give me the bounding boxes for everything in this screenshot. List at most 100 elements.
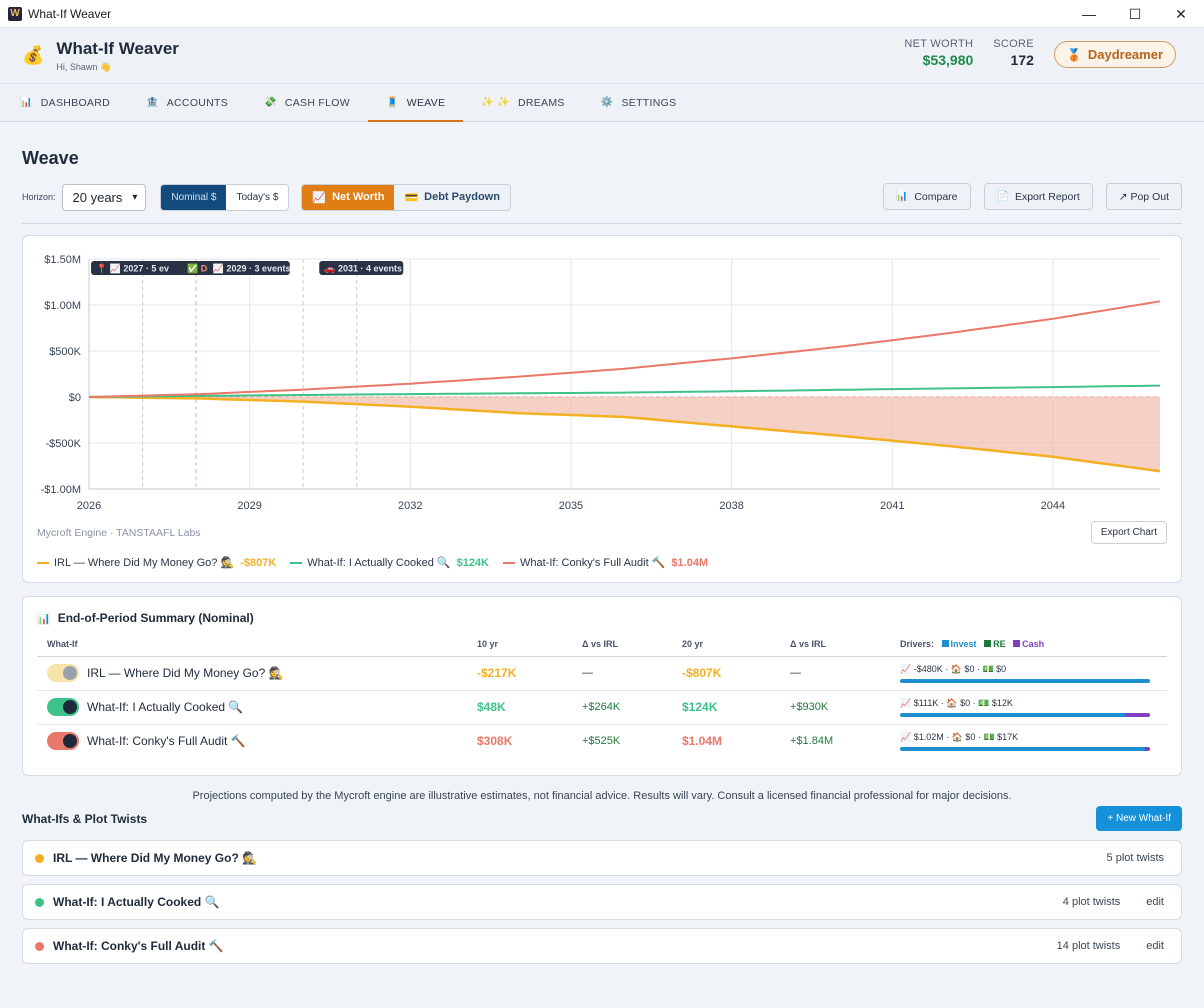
tab-dashboard[interactable]: 📊 DASHBOARD	[2, 84, 128, 121]
event-tag	[319, 261, 404, 275]
drivers-bar	[900, 678, 1150, 683]
maximize-button[interactable]: ☐	[1128, 5, 1142, 22]
app-logo-icon: W	[8, 6, 22, 21]
toggle-knob	[63, 700, 77, 714]
value-10yr: $48K	[467, 690, 572, 725]
chart-up-icon: 📈	[312, 191, 327, 204]
plot-name: IRL — Where Did My Money Go? 🕵️	[53, 851, 258, 865]
whatif-cell: What-If: I Actually Cooked 🔍	[37, 690, 467, 725]
plot-twist-row[interactable]: What-If: I Actually Cooked 🔍 4 plot twist…	[22, 884, 1182, 920]
legend-value: $124K	[456, 556, 489, 569]
y-tick-label: $500K	[49, 346, 81, 358]
plots-header: What-Ifs & Plot Twists + New What-If	[22, 806, 1182, 831]
debt-paydown-button[interactable]: 💳 Debt Paydown	[394, 184, 510, 210]
tab-label: CASH FLOW	[284, 96, 350, 109]
x-tick-label: 2026	[77, 500, 101, 512]
window-controls: — ☐ ✕	[1066, 0, 1204, 28]
debt-button-label: Debt Paydown	[424, 191, 500, 203]
compare-button[interactable]: 📊 Compare	[882, 183, 971, 210]
card-icon: 💳	[404, 191, 419, 204]
bar-chart-icon: 📊	[895, 191, 909, 202]
legend-item[interactable]: What-If: Conky's Full Audit 🔨 $1.04M	[503, 556, 708, 569]
view-toggle: 📈 Net Worth 💳 Debt Paydown	[301, 183, 511, 211]
invest-swatch	[941, 639, 949, 647]
delta-10yr: —	[572, 656, 672, 691]
visibility-toggle[interactable]	[47, 732, 79, 751]
engine-note: Mycroft Engine · TANSTAAFL Labs	[37, 527, 201, 539]
export-report-button[interactable]: 📄 Export Report	[983, 183, 1093, 210]
event-tag-label: 📍 📈 2027 · 5 ev	[96, 263, 169, 274]
event-tag-label: 🚗 2031 · 4 events	[324, 264, 402, 274]
pop-out-button[interactable]: ↗ Pop Out	[1105, 183, 1182, 210]
tab-dreams[interactable]: ✨ ✨ DREAMS	[463, 84, 582, 121]
plots-title: What-Ifs & Plot Twists	[22, 811, 148, 826]
main-content: Weave Horizon: 20 years ▾ Nominal $ Toda…	[0, 148, 1204, 964]
invest-segment	[900, 746, 1145, 751]
money-bag-icon: 💰	[22, 45, 45, 65]
cash-segment	[1125, 712, 1150, 717]
series-dot	[35, 853, 44, 863]
tab-weave[interactable]: 🧵 WEAVE	[367, 84, 464, 122]
greeting: Hi, Shawn 👋	[56, 61, 112, 72]
export-chart-button[interactable]: Export Chart	[1090, 521, 1167, 544]
close-button[interactable]: ✕	[1175, 5, 1187, 22]
score-label: SCORE	[993, 38, 1034, 50]
app-header: 💰 What-If Weaver Hi, Shawn 👋 NET WORTH $…	[0, 28, 1204, 84]
money-icon: 💸	[264, 97, 277, 108]
y-tick-label: $1.50M	[44, 254, 81, 266]
drivers-text: 📈 -$480K · 🏠 $0 · 💵 $0	[900, 663, 1007, 674]
chevron-down-icon: ▾	[132, 191, 138, 203]
tab-settings[interactable]: ⚙️ SETTINGS	[583, 84, 695, 121]
y-tick-label: $1.00M	[44, 300, 81, 312]
edit-link[interactable]: edit	[1146, 940, 1164, 952]
net-worth-value: $53,980	[922, 52, 974, 68]
minimize-button[interactable]: —	[1082, 6, 1096, 22]
visibility-toggle[interactable]	[47, 698, 79, 716]
nominal-button[interactable]: Nominal $	[161, 184, 227, 210]
net-worth-button[interactable]: 📈 Net Worth	[302, 184, 395, 210]
drivers-bar	[900, 746, 1150, 751]
chart-legend: IRL — Where Did My Money Go? 🕵️ -$807K Wh…	[37, 556, 722, 569]
col-10yr: 10 yr	[467, 637, 572, 657]
edit-link[interactable]: edit	[1146, 896, 1164, 908]
series-dot	[35, 897, 44, 907]
plot-name: What-If: Conky's Full Audit 🔨	[53, 939, 224, 953]
brand: What-If Weaver Hi, Shawn 👋	[56, 39, 179, 73]
rank-badge[interactable]: 🥉 Daydreamer	[1053, 41, 1176, 68]
plot-twist-row[interactable]: IRL — Where Did My Money Go? 🕵️ 5 plot tw…	[22, 840, 1182, 876]
sparkles-icon: ✨ ✨	[481, 97, 510, 108]
document-icon: 📄	[996, 191, 1009, 202]
new-what-if-button[interactable]: + New What-If	[1096, 806, 1182, 831]
summary-row: IRL — Where Did My Money Go? 🕵️ -$217K — -$…	[37, 656, 1167, 691]
net-worth-button-label: Net Worth	[332, 191, 385, 203]
value-20yr: $1.04M	[682, 734, 723, 749]
drivers-cell: 📈 -$480K · 🏠 $0 · 💵 $0	[890, 656, 1167, 691]
legend-label: What-If: Conky's Full Audit 🔨	[520, 557, 666, 569]
delta-10yr: +$264K	[572, 690, 672, 725]
col-whatif: What-If	[37, 637, 467, 657]
score-value: 172	[1010, 52, 1034, 68]
controls-right: 📊 Compare 📄 Export Report ↗ Pop Out	[870, 183, 1182, 210]
legend-label: What-If: I Actually Cooked 🔍	[307, 557, 451, 569]
legend-label: IRL — Where Did My Money Go? 🕵️	[54, 557, 235, 569]
tab-cash-flow[interactable]: 💸 CASH FLOW	[246, 84, 368, 121]
legend-item[interactable]: IRL — Where Did My Money Go? 🕵️ -$807K	[37, 556, 276, 569]
plot-meta: 4 plot twists edit	[1063, 896, 1164, 908]
invest-segment	[900, 712, 1125, 717]
net-worth-label: NET WORTH	[904, 38, 974, 50]
horizon-select[interactable]: 20 years ▾	[61, 183, 147, 211]
tab-label: SETTINGS	[621, 96, 677, 109]
col-drivers: Drivers: Invest RE Cash	[890, 637, 1167, 657]
page-title: Weave	[22, 148, 79, 168]
x-tick-label: 2041	[880, 500, 904, 512]
x-tick-label: 2038	[719, 500, 743, 512]
visibility-toggle[interactable]	[47, 664, 79, 682]
net-worth-chart[interactable]: $1.50M $1.00M $500K $0 -$500K -$1.00M 2026 2029…	[23, 236, 1177, 526]
re-swatch	[984, 639, 992, 647]
plot-twist-row[interactable]: What-If: Conky's Full Audit 🔨 14 plot twi…	[22, 928, 1182, 964]
todays-dollars-button[interactable]: Today's $	[226, 184, 289, 210]
delta-20yr: —	[780, 656, 890, 691]
chart-card: $1.50M $1.00M $500K $0 -$500K -$1.00M 2026 2029…	[22, 235, 1182, 583]
legend-item[interactable]: What-If: I Actually Cooked 🔍 $124K	[290, 556, 489, 569]
tab-accounts[interactable]: 🏦 ACCOUNTS	[128, 84, 246, 121]
